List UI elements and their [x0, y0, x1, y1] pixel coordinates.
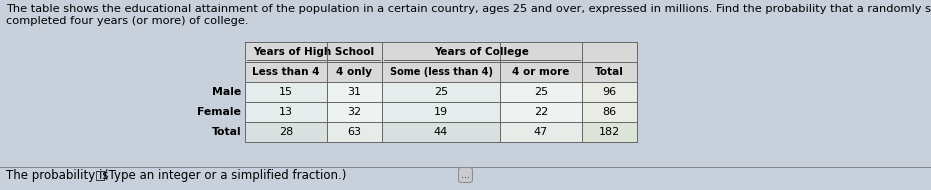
Text: 22: 22 — [533, 107, 548, 117]
Text: Years of High School: Years of High School — [253, 47, 374, 57]
Text: Total: Total — [211, 127, 241, 137]
Text: 4 only: 4 only — [336, 67, 372, 77]
Bar — [382, 102, 500, 122]
Text: ...: ... — [461, 170, 470, 180]
Text: Less than 4: Less than 4 — [252, 67, 319, 77]
Text: 32: 32 — [347, 107, 361, 117]
Text: (Type an integer or a simplified fraction.): (Type an integer or a simplified fractio… — [104, 169, 346, 183]
Bar — [245, 102, 327, 122]
Bar — [245, 42, 637, 62]
Bar — [245, 62, 637, 82]
Text: 96: 96 — [602, 87, 616, 97]
Text: 28: 28 — [279, 127, 293, 137]
Bar — [582, 122, 637, 142]
Text: The table shows the educational attainment of the population in a certain countr: The table shows the educational attainme… — [6, 4, 931, 14]
Bar — [500, 122, 582, 142]
Bar — [245, 82, 327, 102]
Text: □: □ — [95, 169, 106, 183]
Text: Some (less than 4): Some (less than 4) — [389, 67, 492, 77]
Text: 47: 47 — [533, 127, 548, 137]
Text: Female: Female — [197, 107, 241, 117]
Text: The probability is: The probability is — [6, 169, 113, 183]
Bar — [327, 82, 382, 102]
Text: Male: Male — [211, 87, 241, 97]
Text: 4 or more: 4 or more — [512, 67, 570, 77]
Text: Total: Total — [595, 67, 624, 77]
Text: completed four years (or more) of college.: completed four years (or more) of colleg… — [6, 16, 249, 26]
Bar — [245, 122, 327, 142]
Text: Years of College: Years of College — [435, 47, 530, 57]
Text: 19: 19 — [434, 107, 448, 117]
Text: 25: 25 — [534, 87, 548, 97]
Text: 86: 86 — [602, 107, 616, 117]
Bar — [500, 102, 582, 122]
Bar — [582, 102, 637, 122]
Text: 25: 25 — [434, 87, 448, 97]
Text: 44: 44 — [434, 127, 448, 137]
Text: 15: 15 — [279, 87, 293, 97]
Bar — [382, 122, 500, 142]
Text: 13: 13 — [279, 107, 293, 117]
Text: 31: 31 — [347, 87, 361, 97]
Text: 182: 182 — [599, 127, 620, 137]
Bar — [382, 82, 500, 102]
Bar — [500, 82, 582, 102]
Bar — [582, 82, 637, 102]
Text: 63: 63 — [347, 127, 361, 137]
Bar — [327, 122, 382, 142]
Bar — [327, 102, 382, 122]
